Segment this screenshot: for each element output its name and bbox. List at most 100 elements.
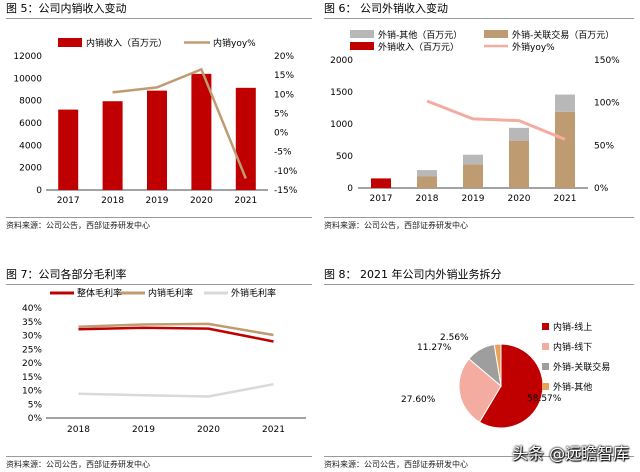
chart-export-revenue: 外销-其他（百万元） 外销-关联交易（百万元） 外销收入（百万元） 外销yoy% 0 50… <box>330 29 620 204</box>
y-tick-label: 15% <box>22 373 42 383</box>
bar-export-related-2019 <box>463 164 483 188</box>
y-tick-label: 5% <box>28 400 43 410</box>
y-tick-label: 0% <box>28 414 43 424</box>
legend-label-overall-margin: 整体毛利率 <box>77 287 122 299</box>
y-tick-label: 40% <box>22 304 42 314</box>
y-right-tick-label: -10% <box>274 167 298 177</box>
source-note: 资料来源：公司公告，西部证券研发中心 <box>6 221 150 230</box>
y-left-tick-label: 1000 <box>330 120 353 130</box>
legend-swatch-domestic-revenue <box>58 38 82 47</box>
bar-export-related-2021 <box>555 111 575 188</box>
line-export-yoy <box>426 99 566 141</box>
bar-domestic-revenue-2018 <box>102 101 123 190</box>
title-divider <box>6 284 312 285</box>
bar-domestic-revenue-2021 <box>235 87 256 190</box>
y-right-tick-label: 50% <box>594 141 614 151</box>
legend-label-export-related: 外销-关联交易（百万元） <box>512 29 614 41</box>
y-left-tick-label: 1500 <box>330 88 353 98</box>
legend-label-export-yoy: 外销yoy% <box>512 41 555 53</box>
bar-domestic-revenue-2019 <box>147 90 167 190</box>
figure-title: 图 6： 公司外销收入变动 <box>324 2 448 15</box>
chart-panel-export-revenue: 图 6： 公司外销收入变动 外销-其他（百万元） 外销-关联交易（百万元） 外销收入… <box>324 0 636 236</box>
pie-value-label-export-other: 2.56% <box>440 333 469 343</box>
x-tick-label: 2020 <box>508 194 531 204</box>
x-tick-label: 2017 <box>57 196 80 206</box>
pie-value-label-export-related: 11.27% <box>417 343 452 353</box>
pie-value-label-domestic-offline: 27.60% <box>401 395 436 405</box>
bar-export-other-2019 <box>463 154 483 165</box>
source-note: 资料来源：公司公告，西部证券研发中心 <box>6 460 150 469</box>
title-divider <box>324 284 634 285</box>
y-tick-label: 10% <box>22 387 42 397</box>
source-note: 资料来源：公司公告，西部证券研发中心 <box>324 221 468 230</box>
x-tick-label: 2017 <box>370 194 393 204</box>
y-left-tick-label: 10000 <box>13 74 42 84</box>
x-tick-label: 2018 <box>416 194 439 204</box>
legend-label-export-other: 外销-其他 <box>553 381 592 393</box>
y-right-tick-label: 10% <box>274 90 294 100</box>
x-tick-label: 2018 <box>101 196 124 206</box>
figure-title: 图 8： 2021 年公司内外销业务拆分 <box>324 268 502 281</box>
y-left-tick-label: 2000 <box>19 164 42 174</box>
source-divider <box>6 456 312 457</box>
legend-label-domestic-revenue: 内销收入（百万元） <box>86 37 167 49</box>
y-tick-label: 25% <box>22 345 42 355</box>
legend-label-export-other: 外销-其他（百万元） <box>378 29 462 41</box>
legend-swatch-export-other <box>350 30 374 38</box>
legend-label-export-margin: 外销毛利率 <box>231 287 276 299</box>
chart-panel-business-split: 图 8： 2021 年公司内外销业务拆分 58.57% 27.60% 11.27% 2… <box>324 266 636 472</box>
bar-export-other-2021 <box>555 94 575 112</box>
legend-swatch-domestic-online <box>542 323 549 330</box>
x-tick-label: 2021 <box>262 425 285 435</box>
source-divider <box>324 217 634 218</box>
chart-domestic-revenue: 内销收入（百万元） 内销yoy% 0 2000 4000 6000 8000 10000 120… <box>13 37 298 206</box>
y-right-tick-label: 0% <box>594 184 609 194</box>
y-left-tick-label: 0 <box>347 184 353 194</box>
y-left-tick-label: 500 <box>336 152 353 162</box>
bar-domestic-revenue-2020 <box>191 73 212 190</box>
bar-export-revenue-2017 <box>371 178 391 188</box>
figure-title: 图 5：公司内销收入变动 <box>6 2 127 15</box>
x-tick-label: 2020 <box>197 425 220 435</box>
figure-title: 图 7：公司各部分毛利率 <box>6 268 127 281</box>
legend-swatch-export-revenue <box>350 42 374 50</box>
line-domestic-yoy <box>112 67 247 179</box>
x-tick-label: 2021 <box>554 194 577 204</box>
pie-value-label-domestic-online: 58.57% <box>527 394 562 404</box>
line-overall-margin <box>78 326 274 343</box>
source-divider <box>6 217 312 218</box>
pie-slice-export-other <box>493 343 502 387</box>
source-divider <box>324 456 634 457</box>
x-tick-label: 2018 <box>67 425 90 435</box>
pie-slice-domestic-online <box>478 343 544 429</box>
y-right-tick-label: 5% <box>274 109 289 119</box>
bar-export-other-2018 <box>417 170 437 177</box>
legend-label-export-revenue: 外销收入（百万元） <box>378 41 459 53</box>
y-right-tick-label: 150% <box>594 56 620 66</box>
x-tick-label: 2019 <box>146 196 169 206</box>
y-right-tick-label: -5% <box>274 148 292 158</box>
watermark: 头条 @远瞻智库 <box>512 444 630 463</box>
bar-export-related-2018 <box>417 176 437 188</box>
legend-swatch-export-related <box>484 30 508 38</box>
y-left-tick-label: 8000 <box>19 97 42 107</box>
legend-swatch-domestic-offline <box>542 343 549 350</box>
title-divider <box>324 18 634 19</box>
bar-export-related-2020 <box>509 140 529 188</box>
y-right-tick-label: 100% <box>594 99 620 109</box>
bar-domestic-revenue-2017 <box>58 109 79 190</box>
source-note: 资料来源：公司公告，西部证券研发中心 <box>324 460 468 469</box>
y-right-tick-label: 20% <box>274 52 294 62</box>
x-tick-label: 2019 <box>462 194 485 204</box>
y-right-tick-label: 0% <box>274 129 289 139</box>
x-tick-label: 2021 <box>234 196 257 206</box>
chart-panel-domestic-revenue: 图 5：公司内销收入变动 内销收入（百万元） 内销yoy% 0 2000 4000 600… <box>6 0 314 236</box>
legend-swatch-export-related <box>542 363 549 370</box>
y-left-tick-label: 6000 <box>19 119 42 129</box>
y-right-tick-label: -15% <box>274 186 298 196</box>
chart-business-split: 58.57% 27.60% 11.27%2.56% 内销-线上内销-线下外销-关联交易… <box>401 321 610 429</box>
line-domestic-margin <box>78 322 274 337</box>
title-divider <box>6 18 312 19</box>
legend-label-domestic-online: 内销-线上 <box>553 321 592 333</box>
y-tick-label: 20% <box>22 359 42 369</box>
